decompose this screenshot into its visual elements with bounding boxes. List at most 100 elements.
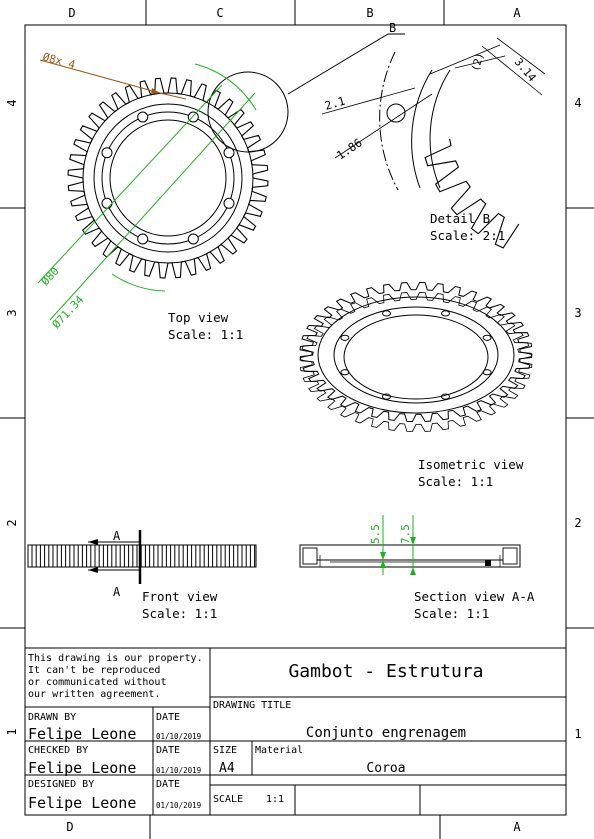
scale-value: 1:1 [266, 794, 284, 805]
section-view-scale: Scale: 1:1 [414, 606, 489, 621]
designed-by-label: DESIGNED BY [28, 779, 94, 790]
hole-dimension: Ø8x 4 [41, 50, 77, 71]
hole-leader-arrow [151, 88, 160, 94]
top-view-hole [223, 197, 235, 209]
zone-row-2-left: 2 [5, 519, 19, 526]
top-view-hole [101, 197, 113, 209]
date-value-2: 01/10/2019 [156, 766, 201, 775]
section-a-top-label: A [113, 529, 121, 543]
size-label: SIZE [213, 745, 237, 756]
top-view-hole [137, 111, 149, 123]
date-value-3: 01/10/2019 [156, 801, 201, 810]
iso-hole [441, 310, 450, 317]
dim-2-1: 2.1 [323, 94, 347, 113]
d80-dimension: Ø80 [39, 265, 62, 288]
zone-row-1-right: 1 [574, 727, 581, 741]
top-view-title: Top view [168, 310, 229, 325]
date-label-1: DATE [156, 712, 180, 723]
section-view-title: Section view A-A [414, 589, 535, 604]
top-view-scale: Scale: 1:1 [168, 327, 243, 342]
iso-hole [382, 393, 391, 400]
iso-hole [482, 369, 492, 376]
top-view-gear [67, 71, 289, 279]
detail-b-scale: Scale: 2:1 [430, 228, 505, 243]
designed-by-value: Felipe Leone [28, 794, 136, 812]
size-value: A4 [219, 761, 235, 776]
date-label-3: DATE [156, 779, 180, 790]
section-a-bottom-label: A [113, 585, 121, 599]
d71-dimension: Ø71.34 [50, 293, 87, 331]
date-value-1: 01/10/2019 [156, 732, 201, 741]
notice-line-4: our written agreement. [28, 689, 160, 700]
dim-2: (2) [469, 51, 486, 73]
iso-outer-ring [317, 296, 515, 414]
iso-hole [340, 369, 350, 376]
zone-row-2-right: 2 [574, 516, 581, 530]
company-title: Gambot - Estrutura [288, 661, 483, 682]
drawing-title-label: DRAWING TITLE [213, 700, 291, 711]
notice-line-3: or communicated without [28, 677, 166, 688]
zone-col-b-top: B [366, 6, 373, 20]
scale-label: SCALE [213, 794, 243, 805]
notice-line-2: It can't be reproduced [28, 665, 160, 676]
section-view: 5.5 7.5 [299, 515, 521, 575]
dim-7-5: 7.5 [399, 524, 412, 544]
front-view: A A [27, 529, 257, 599]
d80-line [37, 84, 223, 284]
material-value: Coroa [366, 761, 405, 776]
detail-b-teeth [424, 138, 520, 249]
notice-line-1: This drawing is our property. [28, 653, 203, 664]
top-view-hole [137, 233, 149, 245]
iso-hole [382, 310, 391, 317]
iso-hole [482, 334, 492, 341]
checked-by-label: CHECKED BY [28, 745, 88, 756]
detail-b-hole [386, 103, 406, 123]
zone-row-4-right: 4 [574, 96, 581, 110]
zone-col-a-bottom: A [513, 820, 521, 834]
isometric-view-gear [299, 281, 533, 433]
dim-5-5: 5.5 [369, 524, 382, 544]
detail-b-marker: B [389, 21, 396, 35]
material-label: Material [255, 745, 303, 756]
top-view-hole [187, 111, 199, 123]
zone-col-d-top: D [68, 6, 75, 20]
zone-col-d-bottom: D [66, 820, 73, 834]
drawn-by-value: Felipe Leone [28, 725, 136, 743]
top-view-holes [101, 111, 235, 245]
d71-line [49, 92, 256, 321]
detail-b-leader [287, 33, 389, 95]
iso-view-title: Isometric view [418, 457, 524, 472]
top-view-gear-teeth [67, 77, 269, 279]
drawing-title: Conjunto engrenagem [306, 725, 466, 741]
section-view-hole [485, 560, 491, 566]
detail-b-marker-circle [207, 71, 289, 153]
iso-view-scale: Scale: 1:1 [418, 474, 493, 489]
zone-row-3-right: 3 [574, 306, 581, 320]
zone-row-3-left: 3 [5, 309, 19, 316]
detail-b-break-line [379, 51, 399, 191]
top-view-hole [187, 233, 199, 245]
title-block [25, 647, 566, 815]
dim-3-14: 3.14 [512, 56, 539, 85]
front-view-title: Front view [142, 589, 218, 604]
top-view-bore [109, 119, 227, 237]
section-view-outline [299, 544, 521, 568]
iso-bolt-ring [333, 306, 499, 404]
iso-hole [340, 334, 350, 341]
top-view-root-circle [82, 92, 254, 264]
zone-col-c-top: C [216, 6, 223, 20]
top-view-bolt-circle [101, 111, 235, 245]
front-view-outline [27, 544, 257, 568]
zone-col-a-top: A [513, 6, 521, 20]
top-view-outer-ring [93, 103, 243, 253]
front-view-scale: Scale: 1:1 [142, 606, 217, 621]
zone-row-4-left: 4 [5, 99, 19, 106]
iso-hole [441, 393, 450, 400]
detail-b-view: B 2.1 1.86 (2) 3.14 [287, 21, 546, 249]
checked-by-value: Felipe Leone [28, 759, 136, 777]
zone-row-1-left: 1 [5, 728, 19, 735]
hole-leader [39, 59, 161, 94]
date-label-2: DATE [156, 745, 180, 756]
dim-1-86: 1.86 [334, 135, 365, 162]
